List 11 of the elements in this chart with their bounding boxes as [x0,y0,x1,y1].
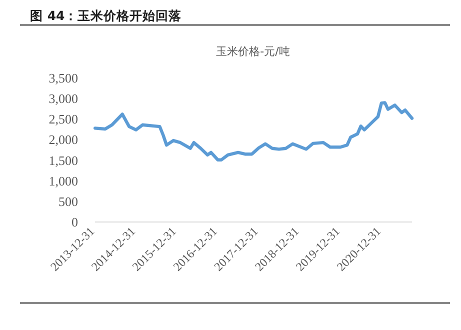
chart-title: 图 44：玉米价格开始回落 [30,8,183,23]
y-tick-label: 1,000 [48,173,78,188]
y-tick-label: 0 [72,214,78,230]
y-tick-label: 3,000 [48,91,78,106]
y-tick-label: 1,500 [48,152,78,168]
chart-subtitle: 玉米价格-元/吨 [216,45,290,58]
line-series [94,101,414,162]
y-tick-label: 3,500 [48,70,78,86]
y-tick-label: 2,500 [48,112,78,127]
y-tick-label: 2,000 [48,132,78,148]
y-tick-label: 500 [58,194,78,209]
